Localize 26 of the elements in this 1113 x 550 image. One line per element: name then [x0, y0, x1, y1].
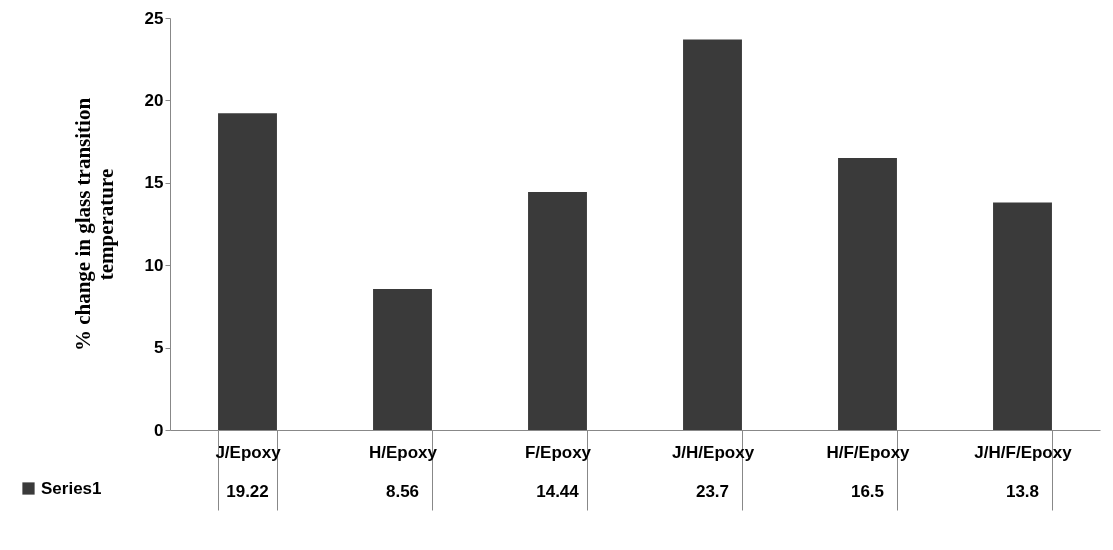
data-label: 8.56 [385, 482, 420, 501]
bar [218, 113, 277, 430]
y-axis-title: % change in glass transition temperature [70, 97, 118, 352]
data-label: 16.5 [850, 482, 885, 501]
data-label: 13.8 [1005, 482, 1040, 501]
x-tick-label: F/Epoxy [524, 442, 592, 462]
bar [838, 158, 897, 430]
data-label: 23.7 [695, 482, 730, 501]
x-tick-label: H/Epoxy [368, 442, 438, 462]
y-tick-label: 5 [154, 338, 164, 358]
y-tick-label: 15 [144, 173, 164, 193]
y-tick-label: 10 [144, 255, 164, 275]
bar [993, 202, 1052, 430]
y-tick-label: 0 [154, 420, 164, 440]
x-tick-label: J/H/Epoxy [671, 442, 755, 462]
legend-label: Series1 [41, 478, 102, 498]
bar [373, 288, 432, 430]
y-tick-label: 20 [144, 90, 164, 110]
data-label: 14.44 [536, 482, 580, 501]
x-tick-label: J/Epoxy [215, 442, 282, 462]
x-tick-label: J/H/F/Epoxy [974, 442, 1073, 462]
y-tick-label: 25 [144, 8, 164, 28]
data-label: 19.22 [226, 482, 269, 501]
x-tick-label: H/F/Epoxy [826, 442, 911, 462]
bar [683, 39, 742, 430]
bar [528, 192, 587, 430]
